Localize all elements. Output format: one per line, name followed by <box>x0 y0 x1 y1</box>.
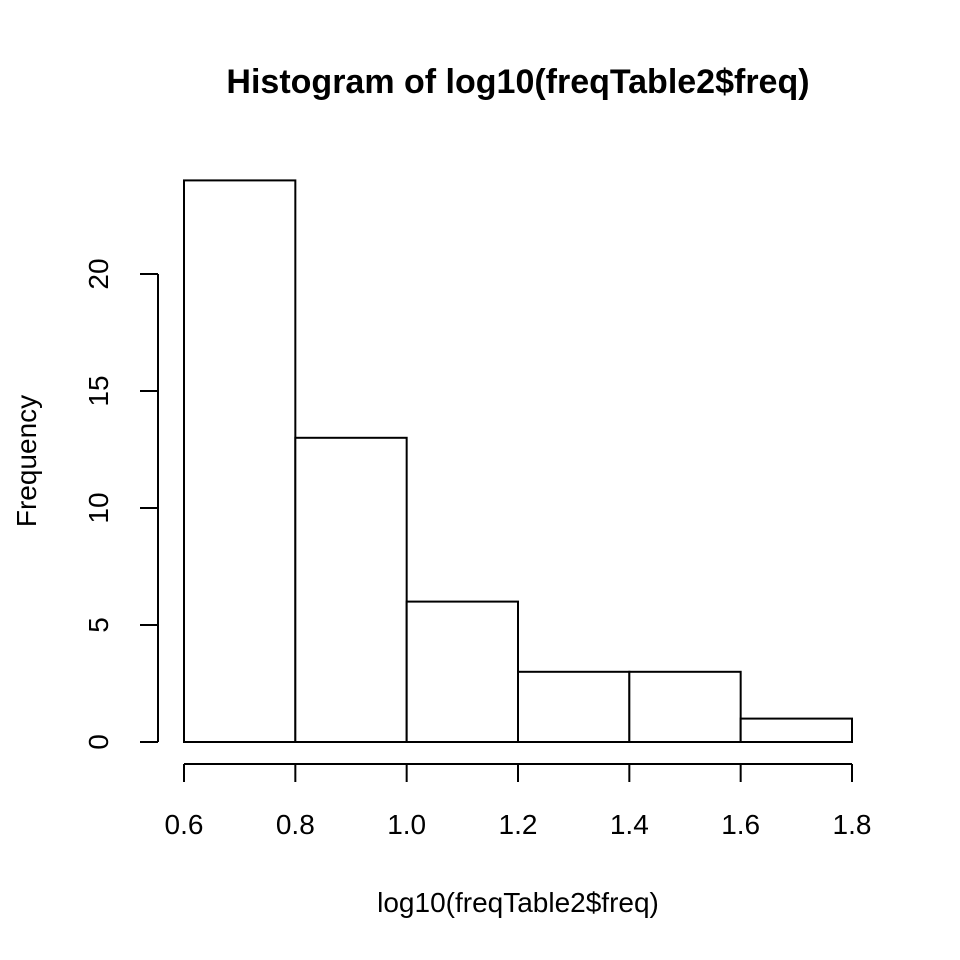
histogram-bar <box>517 670 631 743</box>
y-axis-label: Frequency <box>11 395 42 527</box>
x-tick-label: 1.6 <box>721 809 760 840</box>
y-tick-label: 10 <box>83 492 114 523</box>
x-tick-label: 0.6 <box>165 809 204 840</box>
x-axis-label: log10(freqTable2$freq) <box>377 887 659 918</box>
x-tick-label: 1.0 <box>387 809 426 840</box>
x-tick-label: 1.4 <box>610 809 649 840</box>
y-tick-label: 15 <box>83 375 114 406</box>
x-axis: 0.6 0.8 1.0 1.2 1.4 1.6 1.8 <box>165 763 872 840</box>
y-tick-label: 5 <box>83 617 114 633</box>
bars-group <box>183 179 854 743</box>
y-tick-label: 0 <box>83 734 114 750</box>
histogram-bar <box>739 717 854 743</box>
y-axis: 0 5 10 15 20 <box>83 258 159 750</box>
x-tick-label: 1.8 <box>833 809 872 840</box>
chart-title: Histogram of log10(freqTable2$freq) <box>226 63 809 101</box>
histogram-bar <box>294 436 408 743</box>
x-tick-label: 1.2 <box>499 809 538 840</box>
histogram-bar <box>183 179 297 743</box>
histogram-bar <box>405 600 519 743</box>
x-tick-label: 0.8 <box>276 809 315 840</box>
y-tick-label: 20 <box>83 258 114 289</box>
histogram-bar <box>628 670 742 743</box>
